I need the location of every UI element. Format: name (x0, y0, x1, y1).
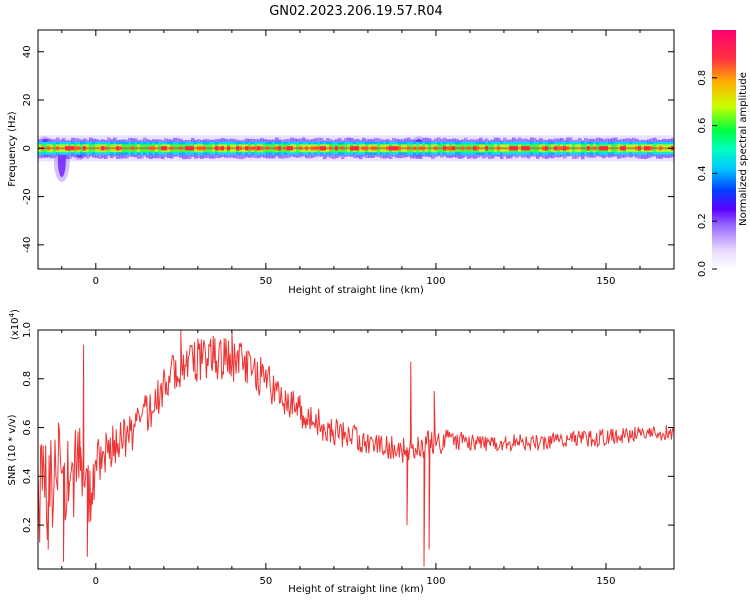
snr-y-multiplier-base: (x10 (10, 317, 21, 340)
colorbar-gradient (712, 30, 736, 269)
snr-xtick-label: 150 (596, 576, 615, 587)
spectrogram-ytick-label: -20 (22, 188, 33, 204)
snr-y-multiplier-exponent: 4 (8, 312, 16, 317)
spectrogram-xtick-label: 100 (426, 276, 445, 287)
snr-axes: 0 50 100 150 0.2 0.4 0.6 0.8 1.0 (22, 322, 675, 587)
snr-y-multiplier: (x104) (8, 309, 21, 340)
spectrogram-axes: 0 50 100 150 -40 -20 0 20 40 (22, 30, 675, 287)
snr-ytick-label: 1.0 (22, 322, 33, 338)
snr-series-line (38, 330, 674, 567)
colorbar-ticks: 0.0 0.2 0.4 0.6 0.8 (697, 70, 717, 277)
spectrogram-ytick-label: 20 (22, 94, 33, 107)
snr-xtick-label: 100 (426, 576, 445, 587)
colorbar-tick-label: 0.8 (697, 70, 708, 86)
spectrogram-ytick-label: 0 (22, 145, 33, 151)
colorbar-tick-label: 0.4 (697, 165, 708, 181)
spectrogram-panel: 0 50 100 150 -40 -20 0 20 40 Height of straight … (7, 29, 675, 296)
snr-y-label: SNR (10 * v/v) (7, 414, 18, 485)
colorbar-label: Normalized spectral amplitude (738, 72, 749, 226)
spectrogram-x-label: Height of straight line (km) (288, 285, 424, 296)
spectrogram-y-label: Frequency (Hz) (7, 111, 18, 187)
colorbar-tick-label: 0.0 (697, 261, 708, 277)
colorbar: 0.0 0.2 0.4 0.6 0.8 Normalized spectral ampl… (697, 30, 749, 277)
snr-y-multiplier-close: ) (10, 309, 21, 313)
snr-frame (37, 329, 675, 570)
figure-title: GN02.2023.206.19.57.R04 (269, 4, 443, 19)
spectrogram-xtick-label: 150 (596, 276, 615, 287)
spectrogram-ytick-label: -40 (22, 237, 33, 253)
snr-panel: 0 50 100 150 0.2 0.4 0.6 0.8 1.0 Height of strai… (7, 309, 675, 595)
snr-xtick-label: 0 (93, 576, 99, 587)
spectrogram-xtick-label: 0 (93, 276, 99, 287)
spectrogram-frame (37, 29, 675, 270)
snr-ytick-label: 0.2 (22, 517, 33, 533)
snr-x-label: Height of straight line (km) (288, 584, 424, 595)
snr-plot-area (38, 330, 674, 567)
spectrogram-xtick-label: 50 (260, 276, 273, 287)
snr-xtick-label: 50 (260, 576, 273, 587)
spectrogram-ytick-label: 40 (22, 45, 33, 58)
snr-ytick-label: 0.4 (22, 468, 33, 484)
snr-ytick-label: 0.6 (22, 420, 33, 436)
colorbar-tick-label: 0.2 (697, 213, 708, 229)
colorbar-tick-label: 0.6 (697, 118, 708, 134)
snr-ytick-label: 0.8 (22, 371, 33, 387)
spectrogram-heatmap (38, 135, 674, 183)
